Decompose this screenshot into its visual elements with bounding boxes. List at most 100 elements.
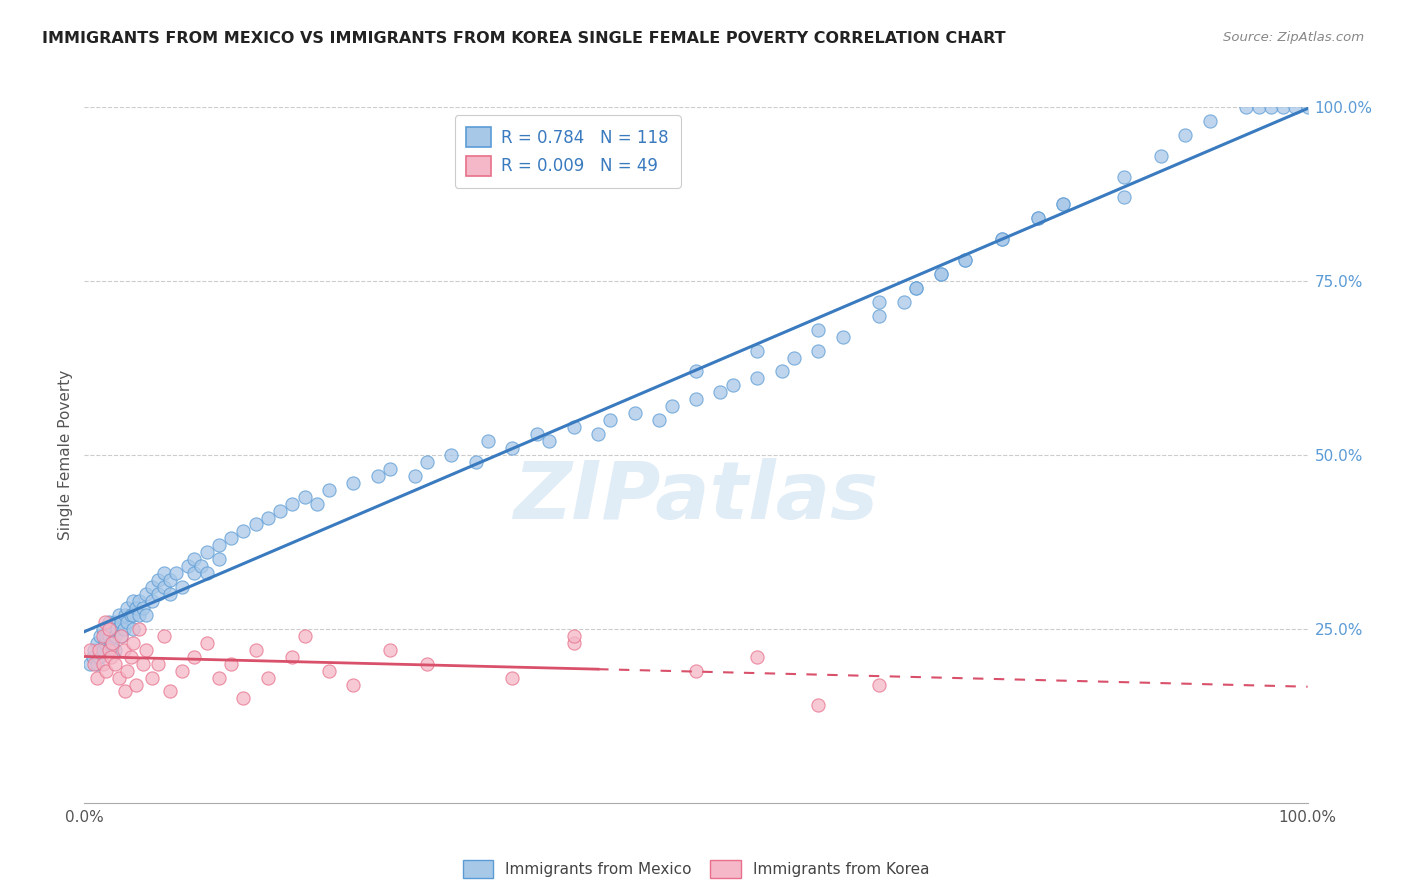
Point (953, 253, 976, 268)
Point (146, 657, 169, 671)
Point (991, 232, 1014, 246)
Point (97, 642, 120, 657)
Point (115, 601, 138, 615)
Point (159, 573, 181, 587)
Point (96, 629, 118, 643)
Point (562, 629, 585, 643)
Point (380, 462, 402, 476)
Point (97, 642, 120, 657)
Point (86, 657, 108, 671)
Point (562, 636, 585, 650)
Point (869, 677, 891, 691)
Point (100, 636, 122, 650)
Point (991, 232, 1014, 246)
Point (807, 343, 830, 358)
Point (257, 671, 280, 685)
Point (1247, 100, 1270, 114)
Point (807, 323, 830, 337)
Point (79, 657, 101, 671)
Point (146, 573, 169, 587)
Point (94, 636, 117, 650)
Point (232, 524, 254, 539)
Point (87, 649, 110, 664)
Point (86, 636, 108, 650)
Point (1174, 128, 1197, 142)
Point (318, 483, 340, 497)
Point (132, 657, 155, 671)
Point (685, 664, 707, 678)
Point (685, 392, 707, 407)
Point (101, 622, 124, 636)
Point (208, 671, 231, 685)
Point (195, 545, 218, 559)
Point (190, 559, 212, 574)
Point (183, 552, 205, 566)
Y-axis label: Single Female Poverty: Single Female Poverty (58, 370, 73, 540)
Point (128, 594, 150, 608)
Point (195, 636, 218, 650)
Point (440, 448, 463, 462)
Point (1052, 197, 1074, 211)
Point (128, 607, 150, 622)
Point (83, 657, 105, 671)
Point (115, 664, 138, 678)
Point (112, 622, 135, 636)
Point (294, 490, 316, 504)
Point (91, 657, 114, 671)
Point (893, 294, 915, 309)
Point (245, 517, 267, 532)
Point (104, 615, 127, 629)
Point (257, 510, 280, 524)
Point (112, 642, 135, 657)
Point (281, 497, 304, 511)
Point (1052, 197, 1074, 211)
Point (114, 607, 136, 622)
Point (747, 371, 769, 385)
Point (1114, 169, 1136, 184)
Point (416, 657, 439, 671)
Point (905, 281, 928, 295)
Point (146, 587, 169, 601)
Point (141, 671, 163, 685)
Point (1114, 190, 1136, 204)
Point (807, 698, 830, 713)
Point (110, 629, 132, 643)
Point (159, 587, 181, 601)
Point (685, 364, 707, 378)
Point (404, 468, 426, 483)
Point (122, 594, 145, 608)
Point (502, 441, 524, 455)
Point (1296, 100, 1319, 114)
Point (107, 671, 129, 685)
Point (115, 615, 138, 629)
Point (342, 475, 364, 490)
Point (219, 657, 242, 671)
Point (177, 559, 200, 574)
Point (135, 587, 157, 601)
Point (122, 607, 145, 622)
Point (624, 406, 647, 420)
Point (1028, 211, 1050, 226)
Point (661, 399, 683, 413)
Point (586, 427, 609, 442)
Point (783, 351, 806, 365)
Point (869, 309, 891, 323)
Point (1236, 100, 1258, 114)
Point (165, 566, 187, 581)
Point (599, 413, 621, 427)
Point (97, 622, 120, 636)
Point (87, 642, 110, 657)
Point (929, 267, 952, 281)
Point (342, 677, 364, 691)
Point (747, 649, 769, 664)
Point (105, 622, 128, 636)
Point (416, 455, 439, 469)
Point (122, 622, 145, 636)
Point (269, 503, 291, 517)
Point (831, 329, 853, 343)
Point (153, 629, 176, 643)
Point (97, 615, 120, 629)
Point (464, 455, 486, 469)
Point (172, 664, 194, 678)
Point (86, 671, 108, 685)
